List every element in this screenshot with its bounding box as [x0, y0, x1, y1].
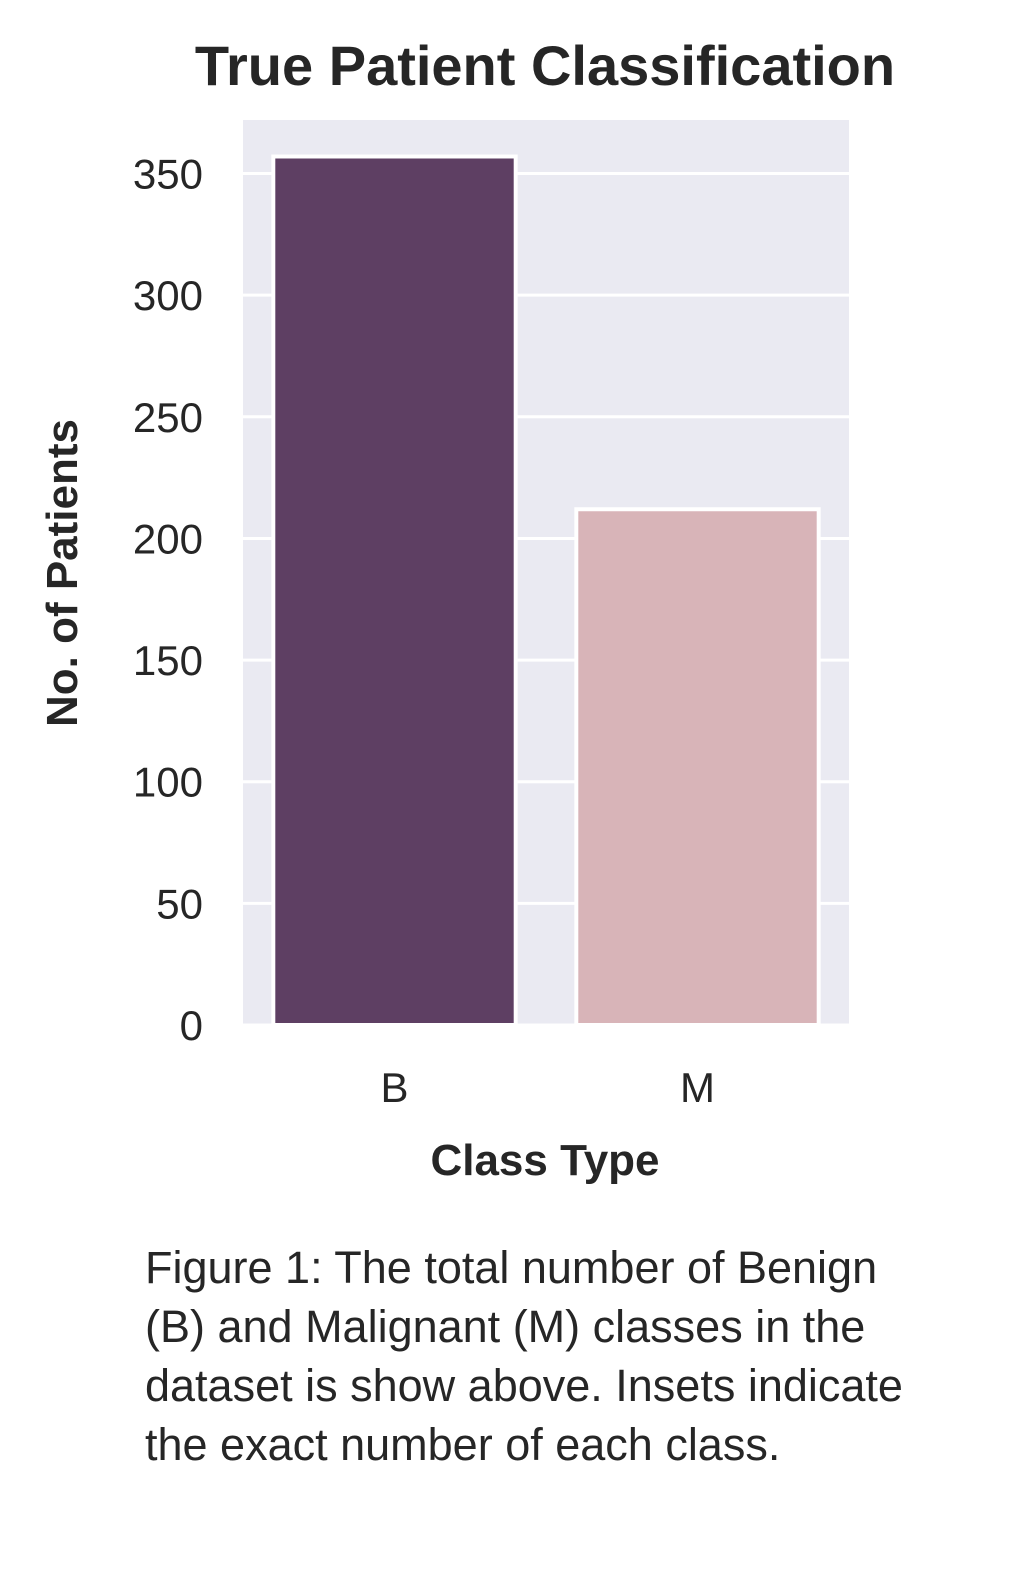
y-tick-label: 50: [156, 880, 203, 927]
bar-B: [271, 154, 518, 1027]
figure-caption: Figure 1: The total number of Benign (B)…: [145, 1242, 903, 1470]
y-axis-label: No. of Patients: [38, 419, 87, 727]
x-axis-label: Class Type: [430, 1136, 659, 1185]
y-tick-label: 150: [133, 637, 203, 684]
y-axis-ticks: 0 50 100 150 200 250 300 350: [133, 151, 203, 1049]
y-tick-label: 350: [133, 151, 203, 198]
bars: [271, 154, 821, 1027]
chart-title: True Patient Classification: [195, 34, 895, 97]
y-tick-label: 300: [133, 272, 203, 319]
y-tick-label: 0: [180, 1002, 203, 1049]
y-tick-label: 200: [133, 515, 203, 562]
bar-M: [574, 507, 821, 1027]
x-tick-label: B: [380, 1064, 408, 1111]
y-tick-label: 100: [133, 759, 203, 806]
y-tick-label: 250: [133, 394, 203, 441]
x-tick-label: M: [680, 1064, 715, 1111]
